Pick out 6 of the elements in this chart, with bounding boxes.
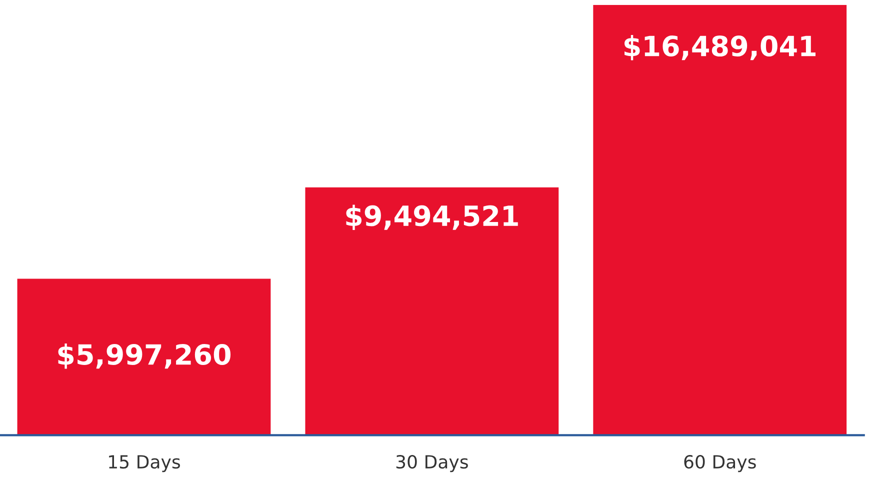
x-tick-label: 30 Days: [396, 454, 468, 472]
x-tick-label: 60 Days: [684, 454, 756, 472]
data-label: $16,489,041: [624, 35, 816, 60]
x-tick-label: 15 Days: [109, 455, 180, 472]
data-label: $5,997,260: [58, 344, 231, 369]
data-label: $9,494,521: [346, 204, 518, 230]
